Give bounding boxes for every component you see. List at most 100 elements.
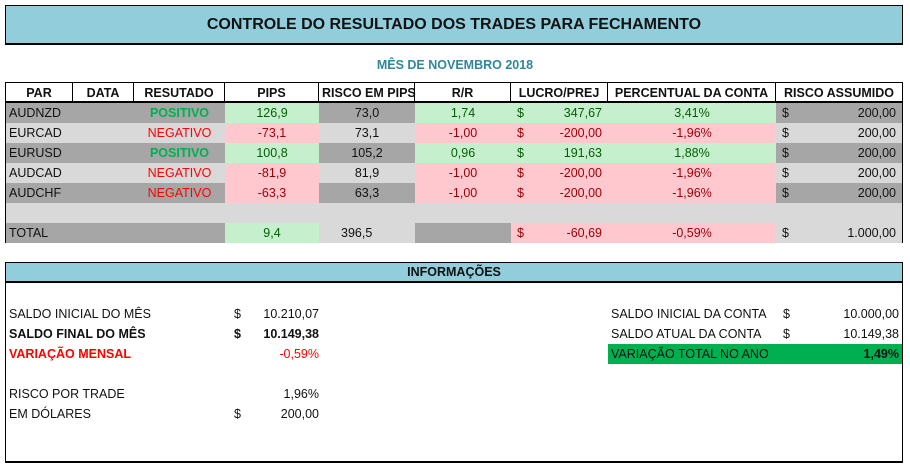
currency-symbol: $ — [234, 307, 241, 321]
cell-lucro: $ -200,00 — [511, 183, 608, 203]
col-header-rr: R/R — [415, 83, 511, 103]
cell-pips: 126,9 — [225, 103, 319, 123]
cell-data — [73, 103, 134, 123]
cell-lucro-value: -200,00 — [559, 126, 602, 140]
currency-symbol: $ — [782, 166, 789, 180]
saldo-final-mes-value: 10.149,38 — [263, 327, 319, 341]
cell-rr: -1,00 — [415, 163, 511, 183]
variacao-mensal-value: -0,59% — [279, 347, 319, 361]
cell-risco-assumido-value: 200,00 — [857, 186, 896, 200]
cell-par: AUDCHF — [6, 183, 73, 203]
risco-por-trade-label: RISCO POR TRADE — [9, 387, 125, 401]
cell-risco-pips: 81,9 — [319, 163, 415, 183]
month-subtitle: MÊS DE NOVEMBRO 2018 — [376, 58, 534, 72]
currency-symbol: $ — [517, 226, 524, 240]
total-row: TOTAL 9,4 396,5 $ -60,69 -0,59% $1.000,00 — [6, 223, 902, 243]
currency-symbol: $ — [517, 146, 524, 160]
col-header-lucro: LUCRO/PREJ — [511, 83, 608, 103]
cell-resultado: NEGATIVO — [134, 123, 225, 143]
cell-resultado: NEGATIVO — [134, 183, 225, 203]
cell-risco-pips: 105,2 — [319, 143, 415, 163]
total-rr-empty — [415, 223, 511, 243]
cell-percentual: -1,96% — [608, 183, 776, 203]
cell-lucro-value: 191,63 — [563, 146, 602, 160]
saldo-inicial-conta-value: 10.000,00 — [843, 307, 899, 321]
cell-lucro: $ -200,00 — [511, 163, 608, 183]
page-title: CONTROLE DO RESULTADO DOS TRADES PARA FE… — [5, 5, 903, 45]
col-header-risco-assumido: RISCO ASSUMIDO — [784, 86, 894, 100]
empty-row — [6, 203, 902, 223]
table-row: EURUSD POSITIVO 100,8 105,2 0,96 $191,63 1,88%… — [6, 143, 902, 163]
cell-percentual: -1,96% — [608, 123, 776, 143]
cell-data — [73, 163, 134, 183]
variacao-mensal-label: VARIAÇÃO MENSAL — [9, 347, 131, 361]
saldo-atual-conta-value: 10.149,38 — [843, 327, 899, 341]
cell-risco-assumido: $200,00 — [776, 183, 902, 203]
col-header-risco-pips: RISCO EM PIPS — [319, 83, 416, 103]
cell-lucro: $347,67 — [511, 103, 608, 123]
info-header: INFORMAÇÕES — [6, 263, 902, 283]
cell-risco-assumido: $200,00 — [776, 143, 902, 163]
total-pips: 9,4 — [225, 223, 319, 243]
table-header-row: PAR DATA RESUTADO PIPS RISCO EM PIPS R/R… — [6, 83, 902, 103]
variacao-total-ano-value: 1,49% — [863, 347, 899, 361]
total-label: TOTAL — [6, 223, 225, 243]
currency-symbol: $ — [782, 226, 789, 240]
saldo-final-mes-label: SALDO FINAL DO MÊS — [9, 327, 146, 341]
cell-data — [73, 123, 134, 143]
em-dolares-label: EM DÓLARES — [9, 407, 91, 421]
currency-symbol: $ — [782, 106, 789, 120]
currency-symbol: $ — [234, 327, 241, 341]
saldo-atual-conta-label: SALDO ATUAL DA CONTA — [611, 327, 762, 341]
total-lucro-value: -60,69 — [566, 226, 602, 240]
table-row: AUDCAD NEGATIVO -81,9 81,9 -1,00 $ -200,00 -1,9… — [6, 163, 902, 183]
currency-symbol: $ — [783, 307, 790, 321]
cell-lucro: $ -200,00 — [511, 123, 608, 143]
table-row: EURCAD NEGATIVO -73,1 73,1 -1,00 $ -200,00 -1,9… — [6, 123, 902, 143]
cell-par: EURUSD — [6, 143, 73, 163]
cell-data — [73, 143, 134, 163]
cell-pips: -73,1 — [225, 123, 319, 143]
cell-resultado: POSITIVO — [134, 103, 225, 123]
cell-par: AUDCAD — [6, 163, 73, 183]
total-risco-assumido-value: 1.000,00 — [847, 226, 896, 240]
currency-symbol: $ — [234, 407, 241, 421]
cell-pips: -81,9 — [225, 163, 319, 183]
cell-percentual: 1,88% — [608, 143, 776, 163]
variacao-total-ano-band: VARIAÇÃO TOTAL NO ANO 1,49% — [608, 344, 902, 364]
trades-table: PAR DATA RESUTADO PIPS RISCO EM PIPS R/R… — [5, 82, 903, 243]
cell-risco-assumido-value: 200,00 — [857, 146, 896, 160]
cell-risco-pips: 73,0 — [319, 103, 415, 123]
cell-par: AUDNZD — [6, 103, 73, 123]
em-dolares-value: 200,00 — [280, 407, 319, 421]
cell-lucro-value: -200,00 — [559, 186, 602, 200]
col-header-data: DATA — [73, 83, 134, 103]
cell-percentual: -1,96% — [608, 163, 776, 183]
total-percentual: -0,59% — [608, 223, 776, 243]
saldo-inicial-mes-label: SALDO INICIAL DO MÊS — [9, 307, 151, 321]
cell-rr: -1,00 — [415, 183, 511, 203]
total-lucro: $ -60,69 — [511, 223, 608, 243]
cell-pips: 100,8 — [225, 143, 319, 163]
currency-symbol: $ — [517, 166, 524, 180]
currency-symbol: $ — [517, 106, 524, 120]
cell-data — [73, 183, 134, 203]
cell-pips: -63,3 — [225, 183, 319, 203]
variacao-total-ano-label: VARIAÇÃO TOTAL NO ANO — [611, 347, 769, 361]
cell-risco-assumido-value: 200,00 — [857, 166, 896, 180]
currency-symbol: $ — [782, 186, 789, 200]
cell-lucro: $191,63 — [511, 143, 608, 163]
currency-symbol: $ — [517, 186, 524, 200]
info-panel: INFORMAÇÕES SALDO INICIAL DO MÊS $ 10.21… — [5, 262, 903, 463]
col-header-par: PAR — [6, 83, 73, 103]
total-risco-pips: 396,5 — [319, 223, 415, 243]
cell-rr: -1,00 — [415, 123, 511, 143]
col-header-resultado: RESUTADO — [134, 83, 225, 103]
col-header-pips: PIPS — [225, 83, 319, 103]
risco-por-trade-value: 1,96% — [283, 387, 319, 401]
currency-symbol: $ — [782, 126, 789, 140]
cell-lucro-value: -200,00 — [559, 166, 602, 180]
table-row: AUDNZD POSITIVO 126,9 73,0 1,74 $347,67 3,41% $… — [6, 103, 902, 123]
table-row: AUDCHF NEGATIVO -63,3 63,3 -1,00 $ -200,00 -1,9… — [6, 183, 902, 203]
cell-rr: 1,74 — [415, 103, 511, 123]
